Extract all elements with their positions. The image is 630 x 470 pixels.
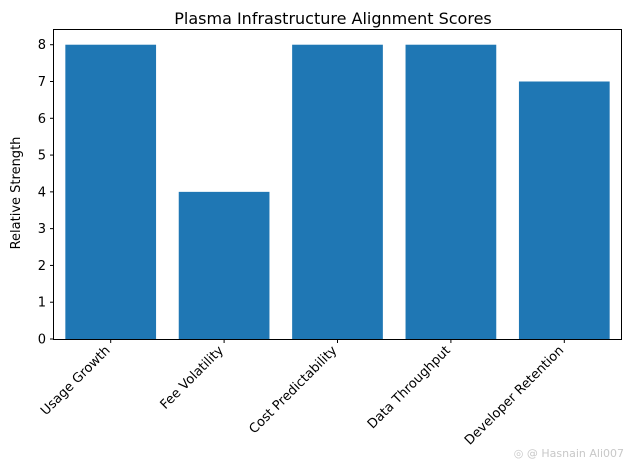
watermark-icon: ◎ bbox=[513, 447, 524, 460]
x-tick-label: Usage Growth bbox=[38, 343, 113, 418]
y-tick-label: 7 bbox=[38, 75, 46, 90]
y-tick-label: 0 bbox=[38, 333, 46, 348]
y-axis-label: Relative Strength bbox=[9, 137, 24, 250]
plot-frame bbox=[53, 29, 622, 340]
y-ticks-group: 0 1 2 3 4 5 6 7 8 bbox=[38, 38, 54, 348]
y-tick-label: 1 bbox=[38, 296, 46, 311]
watermark-label: @ Hasnain Ali007 bbox=[526, 447, 624, 460]
y-tick-label: 8 bbox=[38, 38, 46, 53]
x-ticks-group: Usage Growth Fee Volatility Cost Predictab… bbox=[38, 339, 567, 448]
y-tick-label: 2 bbox=[38, 259, 46, 274]
x-tick-label: Data Throughput bbox=[365, 343, 454, 432]
x-tick-label: Developer Retention bbox=[462, 343, 567, 448]
bar-usage-growth bbox=[65, 44, 157, 340]
x-tick-label: Fee Volatility bbox=[158, 343, 228, 413]
chart-title: Plasma Infrastructure Alignment Scores bbox=[174, 9, 492, 28]
y-tick-label: 5 bbox=[38, 149, 46, 164]
y-tick-label: 6 bbox=[38, 112, 46, 127]
bar-developer-retention bbox=[518, 81, 610, 339]
watermark-text: ◎ @ Hasnain Ali007 bbox=[514, 447, 624, 460]
bars-group bbox=[65, 44, 610, 340]
bar-fee-volatility bbox=[178, 191, 270, 339]
bar-cost-predictability bbox=[292, 44, 383, 340]
y-tick-label: 4 bbox=[38, 185, 46, 200]
y-tick-label: 3 bbox=[38, 222, 46, 237]
bar-data-throughput bbox=[405, 44, 497, 340]
x-tick-label: Cost Predictability bbox=[247, 343, 341, 437]
